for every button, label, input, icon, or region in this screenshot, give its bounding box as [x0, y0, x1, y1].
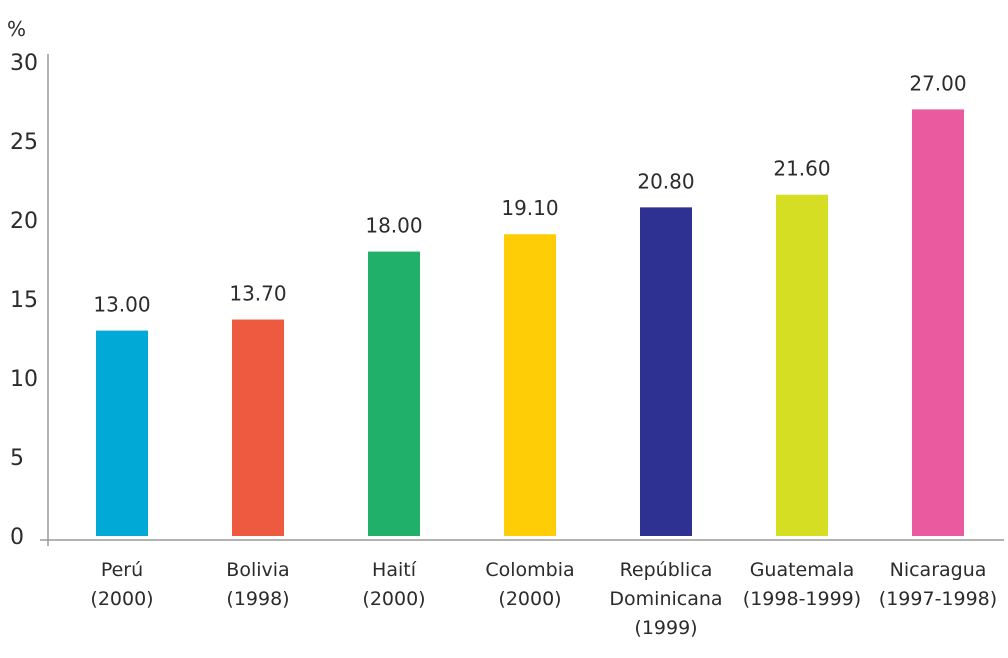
bar	[368, 251, 420, 536]
bar-value-label: 13.70	[229, 282, 286, 306]
x-category-label: Perú (2000)	[90, 559, 153, 610]
bar-value-label: 27.00	[909, 71, 966, 95]
bar	[96, 330, 148, 536]
y-tick-label: 5	[10, 446, 24, 471]
bar-value-label: 21.60	[773, 157, 830, 181]
y-tick-label: 20	[10, 209, 38, 234]
bar	[640, 207, 692, 537]
y-unit-label: %	[7, 17, 26, 41]
bar-value-label: 20.80	[637, 169, 694, 193]
x-category-label: Bolivia (1998)	[226, 559, 289, 610]
x-category-label: República Dominicana (1999)	[609, 559, 722, 639]
y-tick-label: 30	[10, 51, 38, 76]
y-tick-label: 15	[10, 288, 38, 313]
bar	[776, 194, 828, 536]
bars	[96, 109, 964, 537]
x-category-label: Colombia (2000)	[485, 559, 574, 610]
bar-value-label: 13.00	[93, 293, 150, 317]
bar	[504, 234, 556, 536]
bar	[232, 319, 284, 536]
category-labels: Perú (2000) Bolivia (1998) Haití (2000) Colomb…	[90, 559, 997, 639]
y-tick-label: 25	[10, 130, 38, 155]
bar-value-label: 19.10	[501, 196, 558, 220]
y-axis: % 0 5 10 15 20 25 30	[7, 17, 49, 550]
x-category-label: Haití (2000)	[362, 559, 425, 610]
y-tick-label: 10	[10, 367, 38, 392]
bar	[912, 109, 964, 537]
x-category-label: Guatemala (1998-1999)	[743, 559, 861, 610]
y-tick-label: 0	[10, 525, 24, 550]
value-labels: 13.00 13.70 18.00 19.10 20.80 21.60 27.00	[93, 71, 966, 316]
bar-value-label: 18.00	[365, 214, 422, 238]
x-category-label: Nicaragua (1997-1998)	[879, 559, 997, 610]
